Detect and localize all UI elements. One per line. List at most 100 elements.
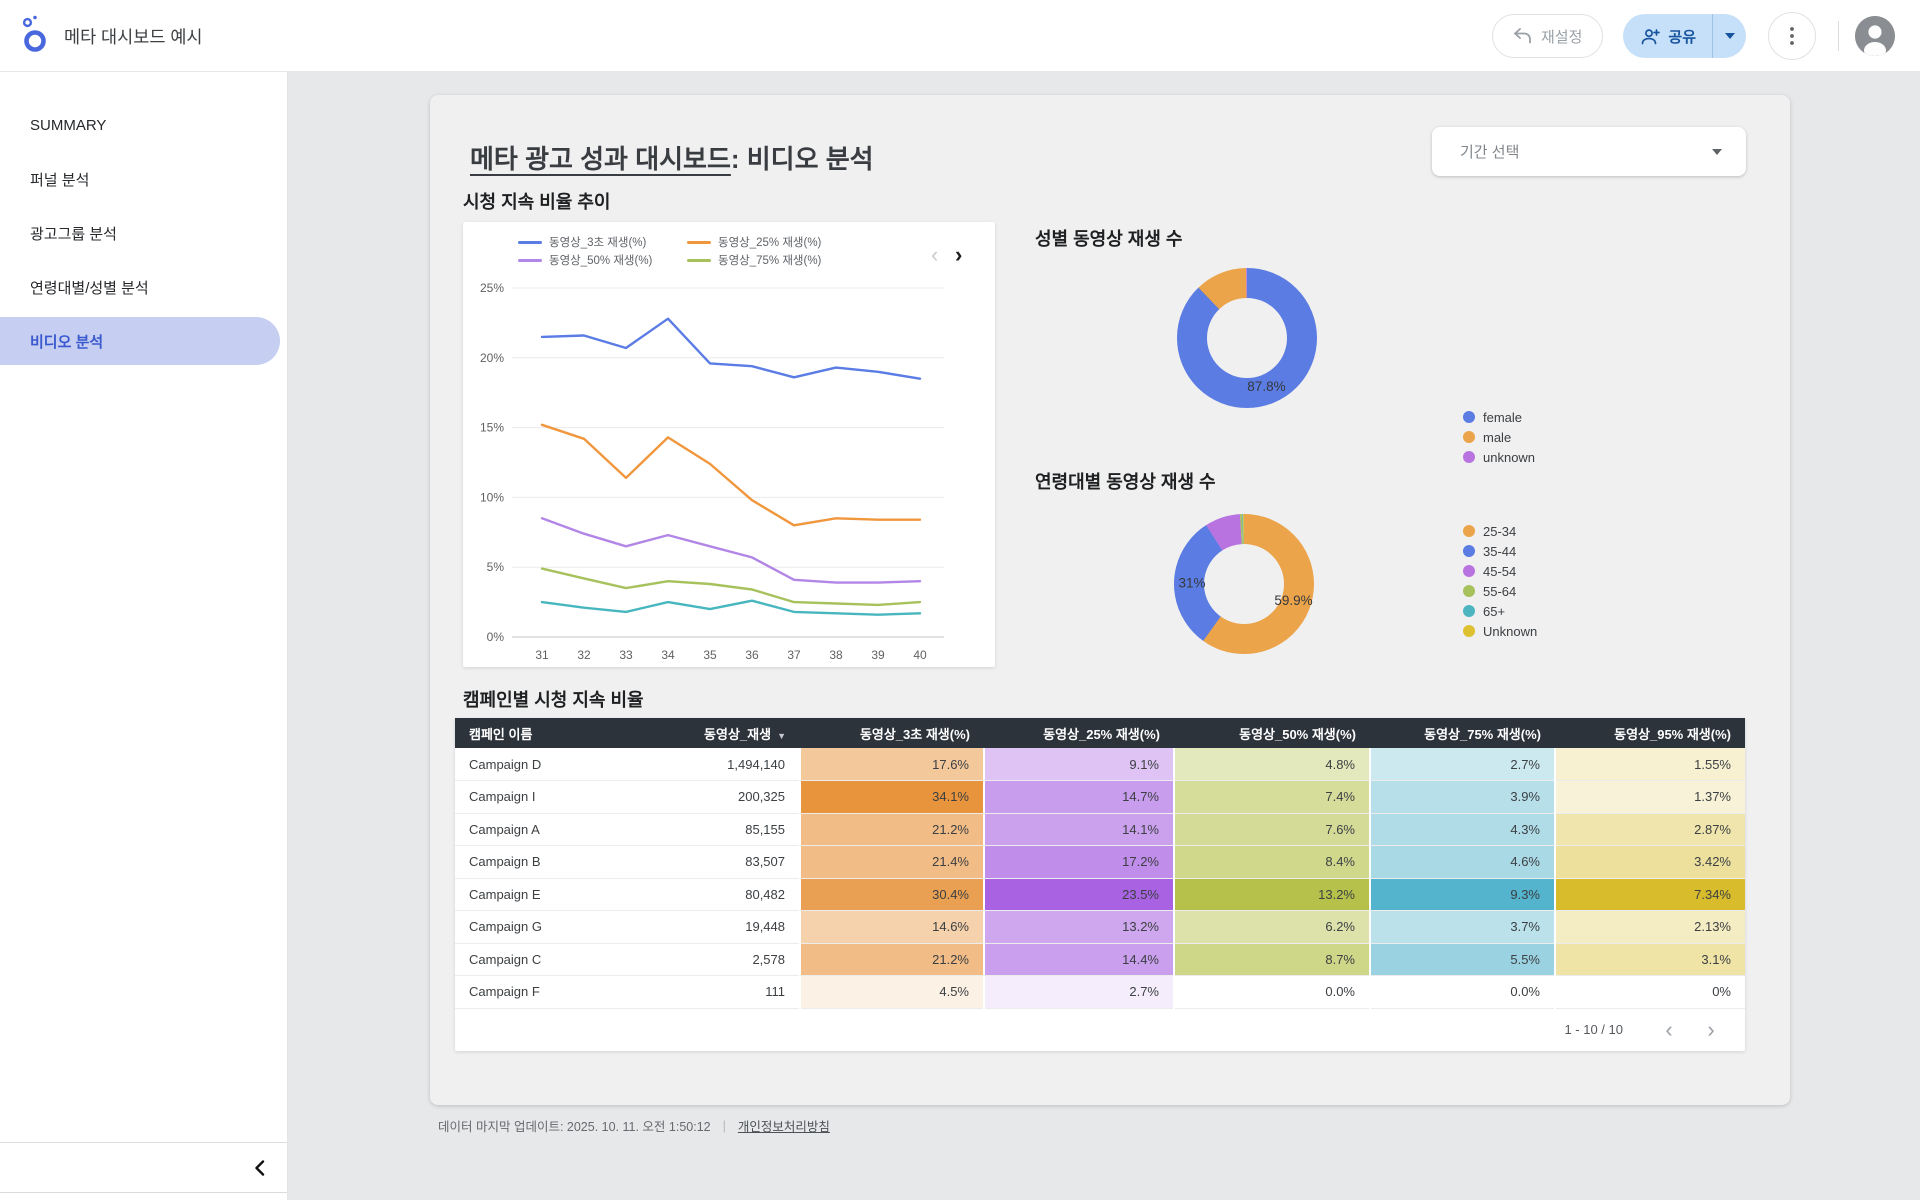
sidebar-item-adgroup[interactable]: 광고그룹 분석: [30, 225, 117, 243]
column-header-1[interactable]: 동영상_재생 ▼: [690, 718, 800, 748]
metric-cell: 4.5%: [799, 975, 984, 1009]
user-avatar[interactable]: [1855, 16, 1895, 56]
table-row[interactable]: Campaign B 83,507 21.4% 17.2% 8.4% 4.6% 3.42%: [455, 845, 1745, 879]
table-row[interactable]: Campaign C 2,578 21.2% 14.4% 8.7% 5.5% 3.1%: [455, 943, 1745, 976]
legend-swatch: [518, 240, 542, 244]
campaign-name-cell: Campaign I: [455, 780, 690, 814]
metric-cell: 14.4%: [983, 943, 1174, 976]
brand: 메타 대시보드 예시: [20, 0, 203, 72]
video-plays-cell: 2,578: [690, 943, 800, 976]
legend-item-55-64[interactable]: 55-64: [1463, 581, 1537, 601]
footer-divider: |: [722, 1118, 726, 1133]
metric-cell: 2.87%: [1554, 813, 1745, 846]
legend-item-65+[interactable]: 65+: [1463, 601, 1537, 621]
legend-prev-button[interactable]: ‹: [931, 242, 939, 267]
legend-item-male[interactable]: male: [1463, 427, 1535, 447]
legend-label: Unknown: [1483, 623, 1538, 639]
y-axis-label: 5%: [487, 560, 505, 574]
metric-cell: 9.3%: [1369, 878, 1555, 911]
slice-label: 59.9%: [1274, 593, 1312, 608]
legend-item[interactable]: 동영상_50% 재생(%): [518, 252, 652, 268]
legend-swatch: [518, 258, 542, 262]
x-axis-label: 40: [913, 648, 927, 662]
x-axis-label: 31: [535, 648, 549, 662]
y-axis-label: 10%: [480, 490, 504, 504]
sidebar-item-age-gender[interactable]: 연령대별/성별 분석: [30, 279, 149, 297]
column-header-6[interactable]: 동영상_95% 재생(%): [1555, 718, 1745, 748]
column-header-4[interactable]: 동영상_50% 재생(%): [1174, 718, 1370, 748]
sidebar-item-summary[interactable]: SUMMARY: [30, 116, 107, 134]
more-options-button[interactable]: [1768, 12, 1816, 60]
legend-item[interactable]: 동영상_3초 재생(%): [518, 234, 646, 250]
metric-cell: 9.1%: [983, 748, 1174, 781]
metric-cell: 17.6%: [799, 748, 984, 781]
donut-slice-male[interactable]: [1172, 263, 1322, 413]
donut-slice-35-44[interactable]: [1169, 509, 1319, 659]
legend-item-unknown[interactable]: unknown: [1463, 447, 1535, 467]
table-row[interactable]: Campaign I 200,325 34.1% 14.7% 7.4% 3.9% 1.37%: [455, 780, 1745, 814]
donut-slice-25-34[interactable]: [1174, 514, 1314, 654]
table-row[interactable]: Campaign E 80,482 30.4% 23.5% 13.2% 9.3% 7.34%: [455, 878, 1745, 911]
legend-item-35-44[interactable]: 35-44: [1463, 541, 1537, 561]
sidebar-item-video[interactable]: 비디오 분석: [0, 317, 280, 365]
column-header-2[interactable]: 동영상_3초 재생(%): [800, 718, 984, 748]
video-plays-cell: 111: [690, 975, 800, 1009]
pagination-label: 1 - 10 / 10: [1564, 1022, 1623, 1037]
table-row[interactable]: Campaign A 85,155 21.2% 14.1% 7.6% 4.3% 2.87%: [455, 813, 1745, 846]
metric-cell: 3.9%: [1369, 780, 1555, 814]
legend-item[interactable]: 동영상_25% 재생(%): [687, 234, 821, 250]
metric-cell: 13.2%: [1173, 878, 1370, 911]
metric-cell: 30.4%: [799, 878, 984, 911]
campaign-name-cell: Campaign E: [455, 878, 690, 911]
legend-item-25-34[interactable]: 25-34: [1463, 521, 1537, 541]
date-range-picker[interactable]: 기간 선택: [1432, 127, 1746, 176]
video-plays-cell: 19,448: [690, 910, 800, 944]
video-plays-cell: 80,482: [690, 878, 800, 911]
share-dropdown-button[interactable]: [1712, 14, 1746, 58]
column-header-3[interactable]: 동영상_25% 재생(%): [984, 718, 1174, 748]
legend-dot: [1463, 565, 1475, 577]
table-row[interactable]: Campaign F 111 4.5% 2.7% 0.0% 0.0% 0%: [455, 975, 1745, 1009]
header-actions: 재설정 공유: [1491, 0, 1895, 72]
legend-label: 동영상_50% 재생(%): [549, 255, 653, 267]
donut-slice-female[interactable]: [1177, 268, 1317, 408]
legend-item-45-54[interactable]: 45-54: [1463, 561, 1537, 581]
campaign-name-cell: Campaign G: [455, 910, 690, 944]
reset-button[interactable]: 재설정: [1491, 14, 1604, 58]
last-updated-text: 데이터 마지막 업데이트: 2025. 10. 11. 오전 1:50:12: [438, 1120, 711, 1134]
privacy-policy-link[interactable]: 개인정보처리방침: [737, 1120, 830, 1134]
legend-item-female[interactable]: female: [1463, 407, 1535, 427]
column-header-5[interactable]: 동영상_75% 재생(%): [1370, 718, 1555, 748]
report-title-link[interactable]: 메타 광고 성과 대시보드: [470, 144, 731, 174]
slice-label: 87.8%: [1247, 379, 1285, 394]
share-button[interactable]: 공유: [1623, 14, 1712, 58]
x-axis-label: 33: [619, 648, 633, 662]
column-header-0[interactable]: 캠페인 이름: [455, 718, 690, 748]
person-icon: [1855, 16, 1895, 56]
pagination-next-button[interactable]: ›: [1691, 1018, 1731, 1041]
app-header: 메타 대시보드 예시 재설정 공유: [0, 0, 1920, 72]
sidebar-collapse-button[interactable]: [254, 1159, 265, 1176]
video-plays-cell: 83,507: [690, 845, 800, 879]
sidebar-footer: [0, 1142, 287, 1193]
table-row[interactable]: Campaign G 19,448 14.6% 13.2% 6.2% 3.7% 2.13%: [455, 910, 1745, 944]
sidebar-item-funnel[interactable]: 퍼널 분석: [30, 171, 90, 189]
table-row[interactable]: Campaign D 1,494,140 17.6% 9.1% 4.8% 2.7% 1.55…: [455, 748, 1745, 781]
report-name[interactable]: 메타 대시보드 예시: [64, 26, 203, 47]
metric-cell: 14.1%: [983, 813, 1174, 846]
metric-cell: 21.2%: [799, 813, 984, 846]
legend-item[interactable]: 동영상_75% 재생(%): [687, 252, 821, 268]
campaign-name-cell: Campaign A: [455, 813, 690, 846]
metric-cell: 0.0%: [1369, 975, 1555, 1009]
legend-item-Unknown[interactable]: Unknown: [1463, 621, 1537, 641]
legend-label: 35-44: [1483, 543, 1517, 559]
pagination-prev-button[interactable]: ‹: [1649, 1018, 1689, 1041]
metric-cell: 0.0%: [1173, 975, 1370, 1009]
legend-dot: [1463, 625, 1475, 637]
metric-cell: 1.55%: [1554, 748, 1745, 781]
video-plays-cell: 200,325: [690, 780, 800, 814]
legend-next-button[interactable]: ›: [955, 242, 963, 267]
legend-label: 동영상_25% 재생(%): [718, 237, 822, 249]
chevron-left-icon: [255, 1159, 265, 1176]
age-donut-title: 연령대별 동영상 재생 수: [1035, 472, 1216, 492]
